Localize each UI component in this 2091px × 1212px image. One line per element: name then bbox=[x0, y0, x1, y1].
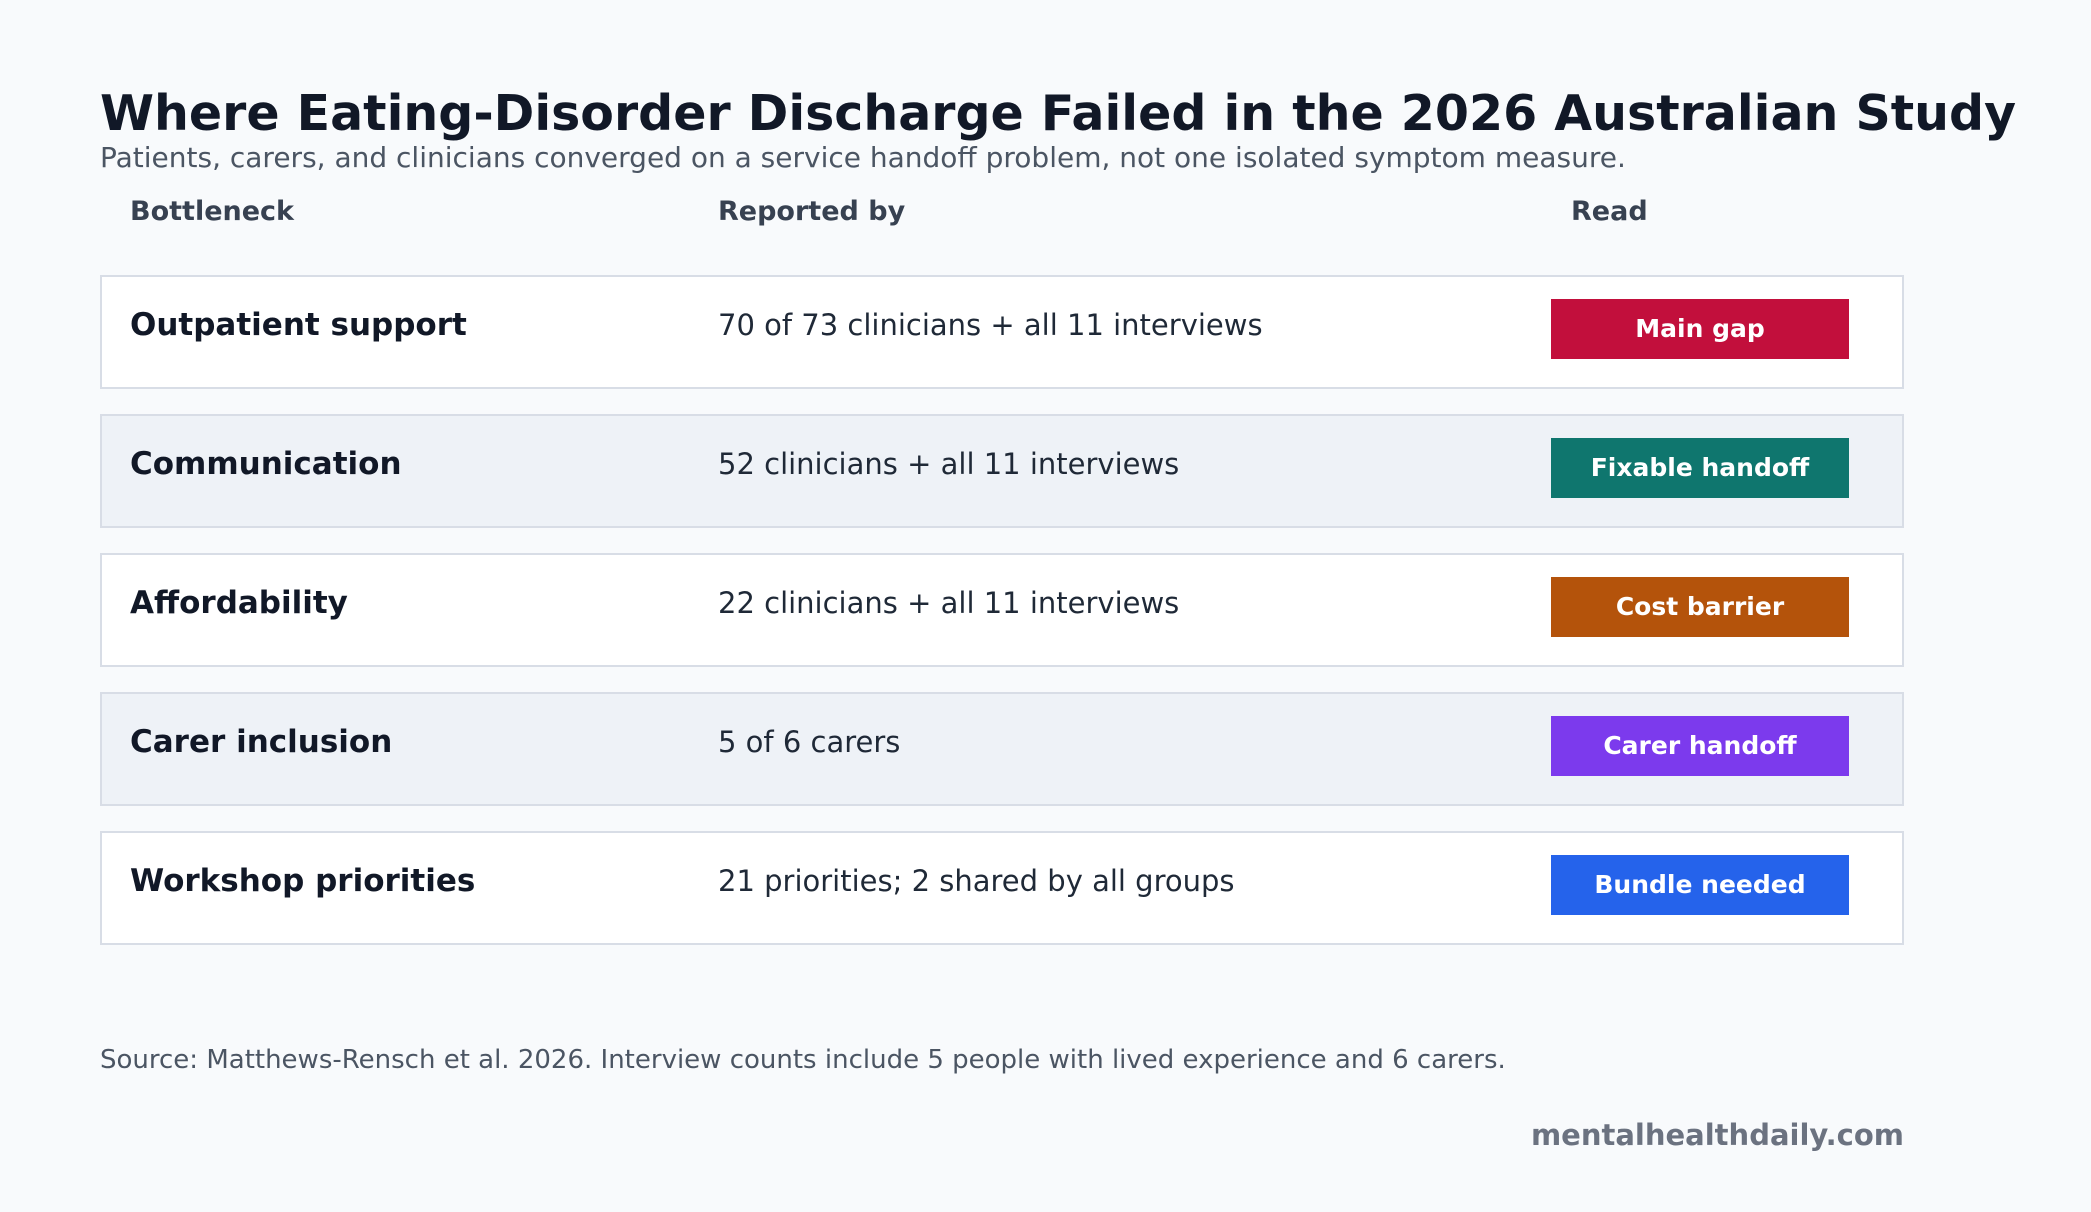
table-row: Outpatient support 70 of 73 clinicians +… bbox=[100, 275, 1904, 389]
page-subtitle: Patients, carers, and clinicians converg… bbox=[100, 141, 1626, 174]
column-header-bottleneck: Bottleneck bbox=[130, 196, 295, 227]
read-badge: Bundle needed bbox=[1551, 855, 1849, 915]
read-badge: Main gap bbox=[1551, 299, 1849, 359]
reported-by-cell: 5 of 6 carers bbox=[718, 725, 901, 759]
brand-label: mentalhealthdaily.com bbox=[1530, 1118, 1904, 1152]
table-row: Workshop priorities 21 priorities; 2 sha… bbox=[100, 831, 1904, 945]
bottleneck-table: Outpatient support 70 of 73 clinicians +… bbox=[100, 275, 1904, 970]
table-row: Communication 52 clinicians + all 11 int… bbox=[100, 414, 1904, 528]
column-header-reported-by: Reported by bbox=[718, 196, 906, 227]
reported-by-cell: 70 of 73 clinicians + all 11 interviews bbox=[718, 308, 1263, 342]
table-row: Carer inclusion 5 of 6 carers Carer hand… bbox=[100, 692, 1904, 806]
column-header-read: Read bbox=[1571, 196, 1648, 227]
table-row: Affordability 22 clinicians + all 11 int… bbox=[100, 553, 1904, 667]
read-badge: Cost barrier bbox=[1551, 577, 1849, 637]
reported-by-cell: 21 priorities; 2 shared by all groups bbox=[718, 864, 1235, 898]
bottleneck-cell: Affordability bbox=[130, 585, 348, 621]
bottleneck-cell: Outpatient support bbox=[130, 307, 467, 343]
page-title: Where Eating-Disorder Discharge Failed i… bbox=[100, 85, 2017, 142]
source-note: Source: Matthews-Rensch et al. 2026. Int… bbox=[100, 1045, 1506, 1075]
reported-by-cell: 22 clinicians + all 11 interviews bbox=[718, 586, 1180, 620]
read-badge: Carer handoff bbox=[1551, 716, 1849, 776]
bottleneck-cell: Communication bbox=[130, 446, 402, 482]
bottleneck-cell: Carer inclusion bbox=[130, 724, 393, 760]
read-badge: Fixable handoff bbox=[1551, 438, 1849, 498]
bottleneck-cell: Workshop priorities bbox=[130, 863, 476, 899]
reported-by-cell: 52 clinicians + all 11 interviews bbox=[718, 447, 1180, 481]
